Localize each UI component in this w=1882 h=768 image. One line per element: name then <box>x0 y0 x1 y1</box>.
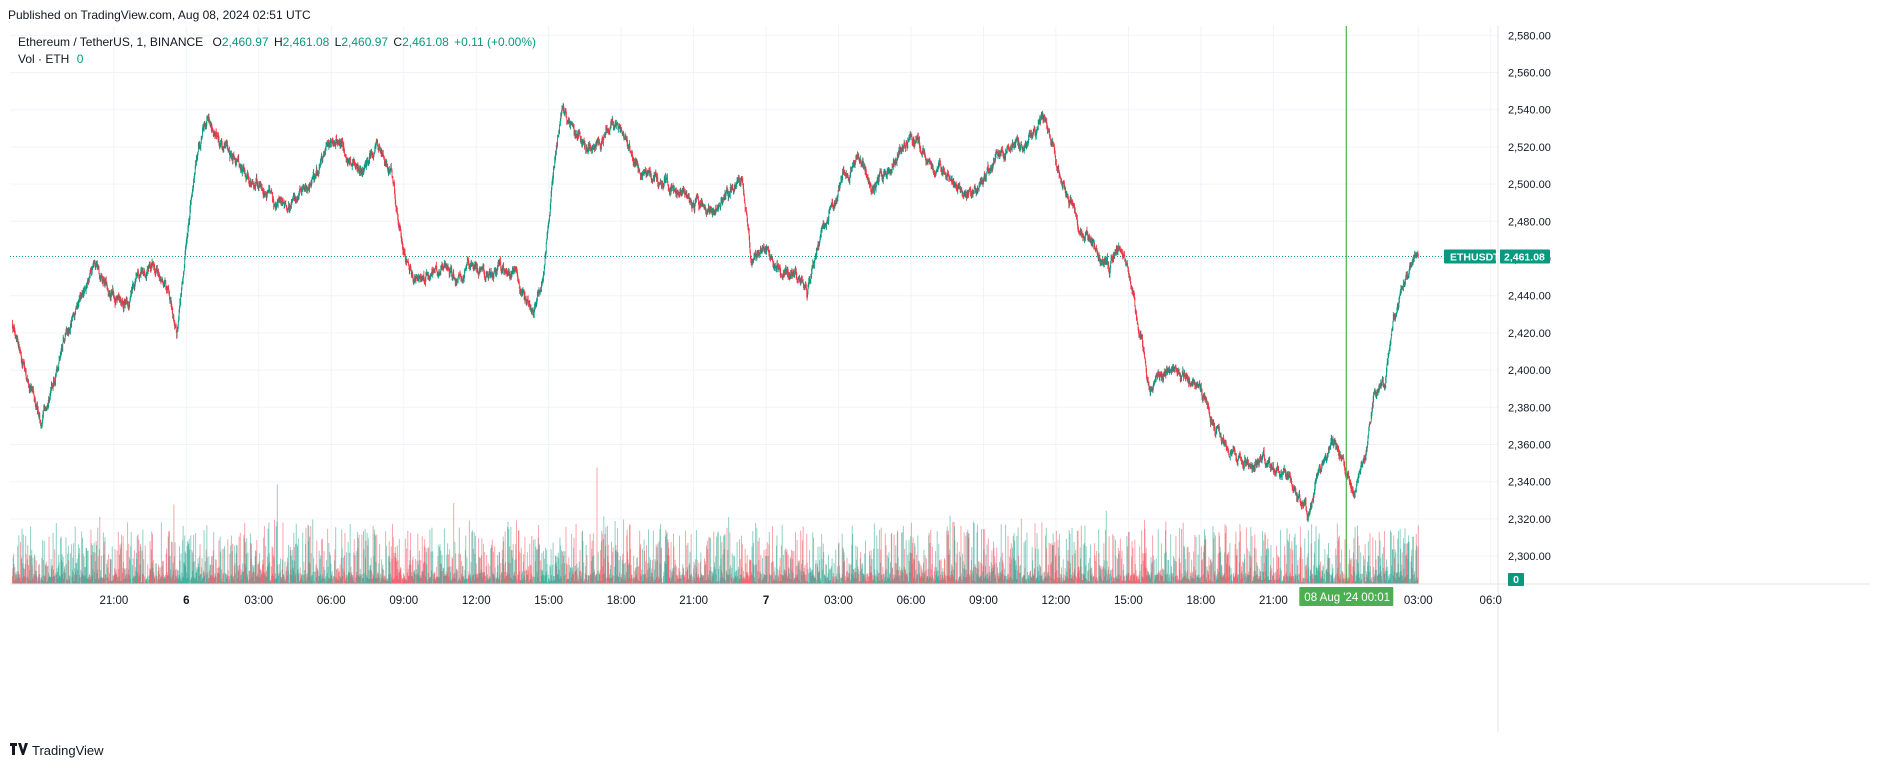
volume-bars <box>11 467 1419 584</box>
candles <box>11 102 1419 523</box>
price-chart[interactable]: 2,300.002,320.002,340.002,360.002,380.00… <box>10 26 1870 732</box>
published-caption: Published on TradingView.com, Aug 08, 20… <box>8 8 311 22</box>
chart-background <box>10 26 1870 732</box>
